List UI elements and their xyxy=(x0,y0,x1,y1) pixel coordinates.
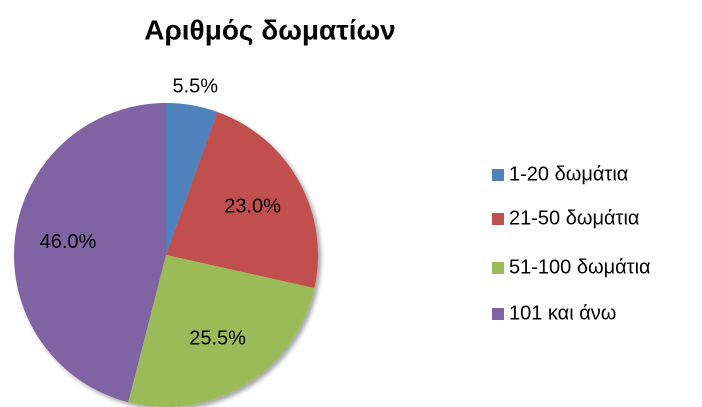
pie-slice xyxy=(166,111,318,289)
pie xyxy=(14,103,318,407)
legend-label: 21-50 δωμάτια xyxy=(509,207,639,229)
legend-label: 1-20 δωμάτια xyxy=(509,163,628,185)
legend-swatch xyxy=(492,169,504,181)
data-label: 23.0% xyxy=(224,196,281,218)
pie-slice xyxy=(14,103,166,403)
pie-slice xyxy=(166,103,218,255)
legend-label: 101 και άνω xyxy=(509,302,616,324)
data-label: 46.0% xyxy=(40,231,97,253)
legend-swatch xyxy=(492,308,504,320)
legend-swatch xyxy=(492,262,504,274)
data-label: 5.5% xyxy=(172,76,218,98)
chart-title: Αριθμός δωματίων xyxy=(144,14,396,45)
legend-label: 51-100 δωμάτια xyxy=(509,256,651,278)
legend-swatch xyxy=(492,213,504,225)
data-label: 25.5% xyxy=(189,328,246,350)
pie-slice xyxy=(128,255,315,407)
